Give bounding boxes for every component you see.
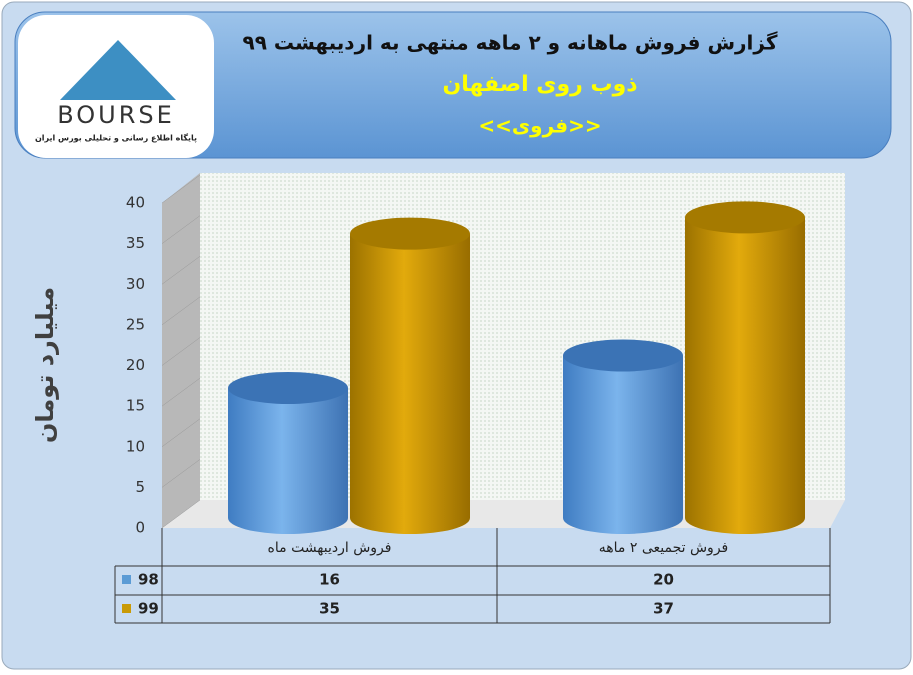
y-tick-label: 35	[126, 234, 145, 252]
y-tick-label: 20	[126, 356, 145, 374]
legend-swatch	[122, 575, 131, 584]
logo-name: BOURSE	[57, 101, 175, 129]
grid-line	[161, 174, 201, 204]
grid-line	[161, 215, 201, 244]
table-value: 20	[653, 571, 674, 589]
logo-shape	[60, 40, 176, 100]
x-tick-label: فروش تجمیعی ۲ ماهه	[599, 540, 728, 556]
table-value: 35	[319, 600, 340, 618]
y-tick-label: 25	[126, 315, 145, 333]
y-tick-label: 30	[126, 275, 145, 293]
title: گزارش فروش ماهانه و ۲ ماهه منتهی به اردی…	[243, 31, 778, 55]
bar-body	[228, 388, 348, 534]
bar-top	[685, 201, 805, 234]
bar-body	[685, 217, 805, 534]
y-tick-label: 5	[135, 478, 145, 496]
grid-line	[161, 296, 201, 326]
bar-top	[228, 372, 348, 404]
bar	[685, 201, 805, 534]
grid-line	[161, 337, 201, 366]
y-tick-label: 0	[135, 519, 145, 537]
grid-line	[161, 377, 201, 407]
symbol: <<فروی>>	[478, 114, 601, 138]
y-tick-label: 10	[126, 437, 145, 455]
header	[14, 11, 892, 159]
bar	[350, 217, 470, 534]
y-tick-label: 40	[126, 194, 145, 212]
bar-body	[563, 355, 683, 534]
grid-line	[161, 256, 201, 285]
logo-tagline: پایگاه اطلاع رسانی و تحلیلی بورس ایران	[35, 133, 197, 144]
x-tick-label: فروش اردیبهشت ماه	[268, 540, 392, 556]
bar-top	[350, 217, 470, 250]
bar	[228, 372, 348, 534]
grid-line	[161, 459, 201, 488]
subtitle: ذوب روی اصفهان	[442, 72, 637, 97]
bar-body	[350, 233, 470, 534]
legend-label: 99	[138, 600, 159, 618]
table-value: 16	[319, 571, 340, 589]
table-value: 37	[653, 600, 674, 618]
bar-top	[563, 339, 683, 372]
y-axis-title: میلیارد تومان	[31, 287, 59, 443]
grid-line	[161, 499, 201, 529]
side-wall	[162, 173, 200, 528]
legend-swatch	[122, 604, 131, 613]
y-tick-label: 15	[126, 397, 145, 415]
grid-line	[161, 418, 201, 447]
legend-label: 98	[138, 571, 159, 589]
bar	[563, 339, 683, 534]
